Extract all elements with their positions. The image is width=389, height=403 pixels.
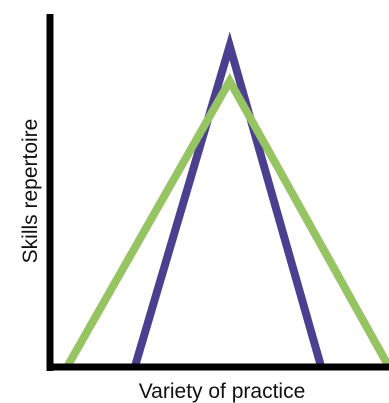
series-line-2 — [63, 72, 389, 369]
y-axis-label: Skills repertoire — [19, 119, 42, 264]
series-layer — [63, 31, 389, 369]
x-axis-label: Variety of practice — [139, 380, 306, 403]
series-line-1 — [130, 31, 326, 369]
